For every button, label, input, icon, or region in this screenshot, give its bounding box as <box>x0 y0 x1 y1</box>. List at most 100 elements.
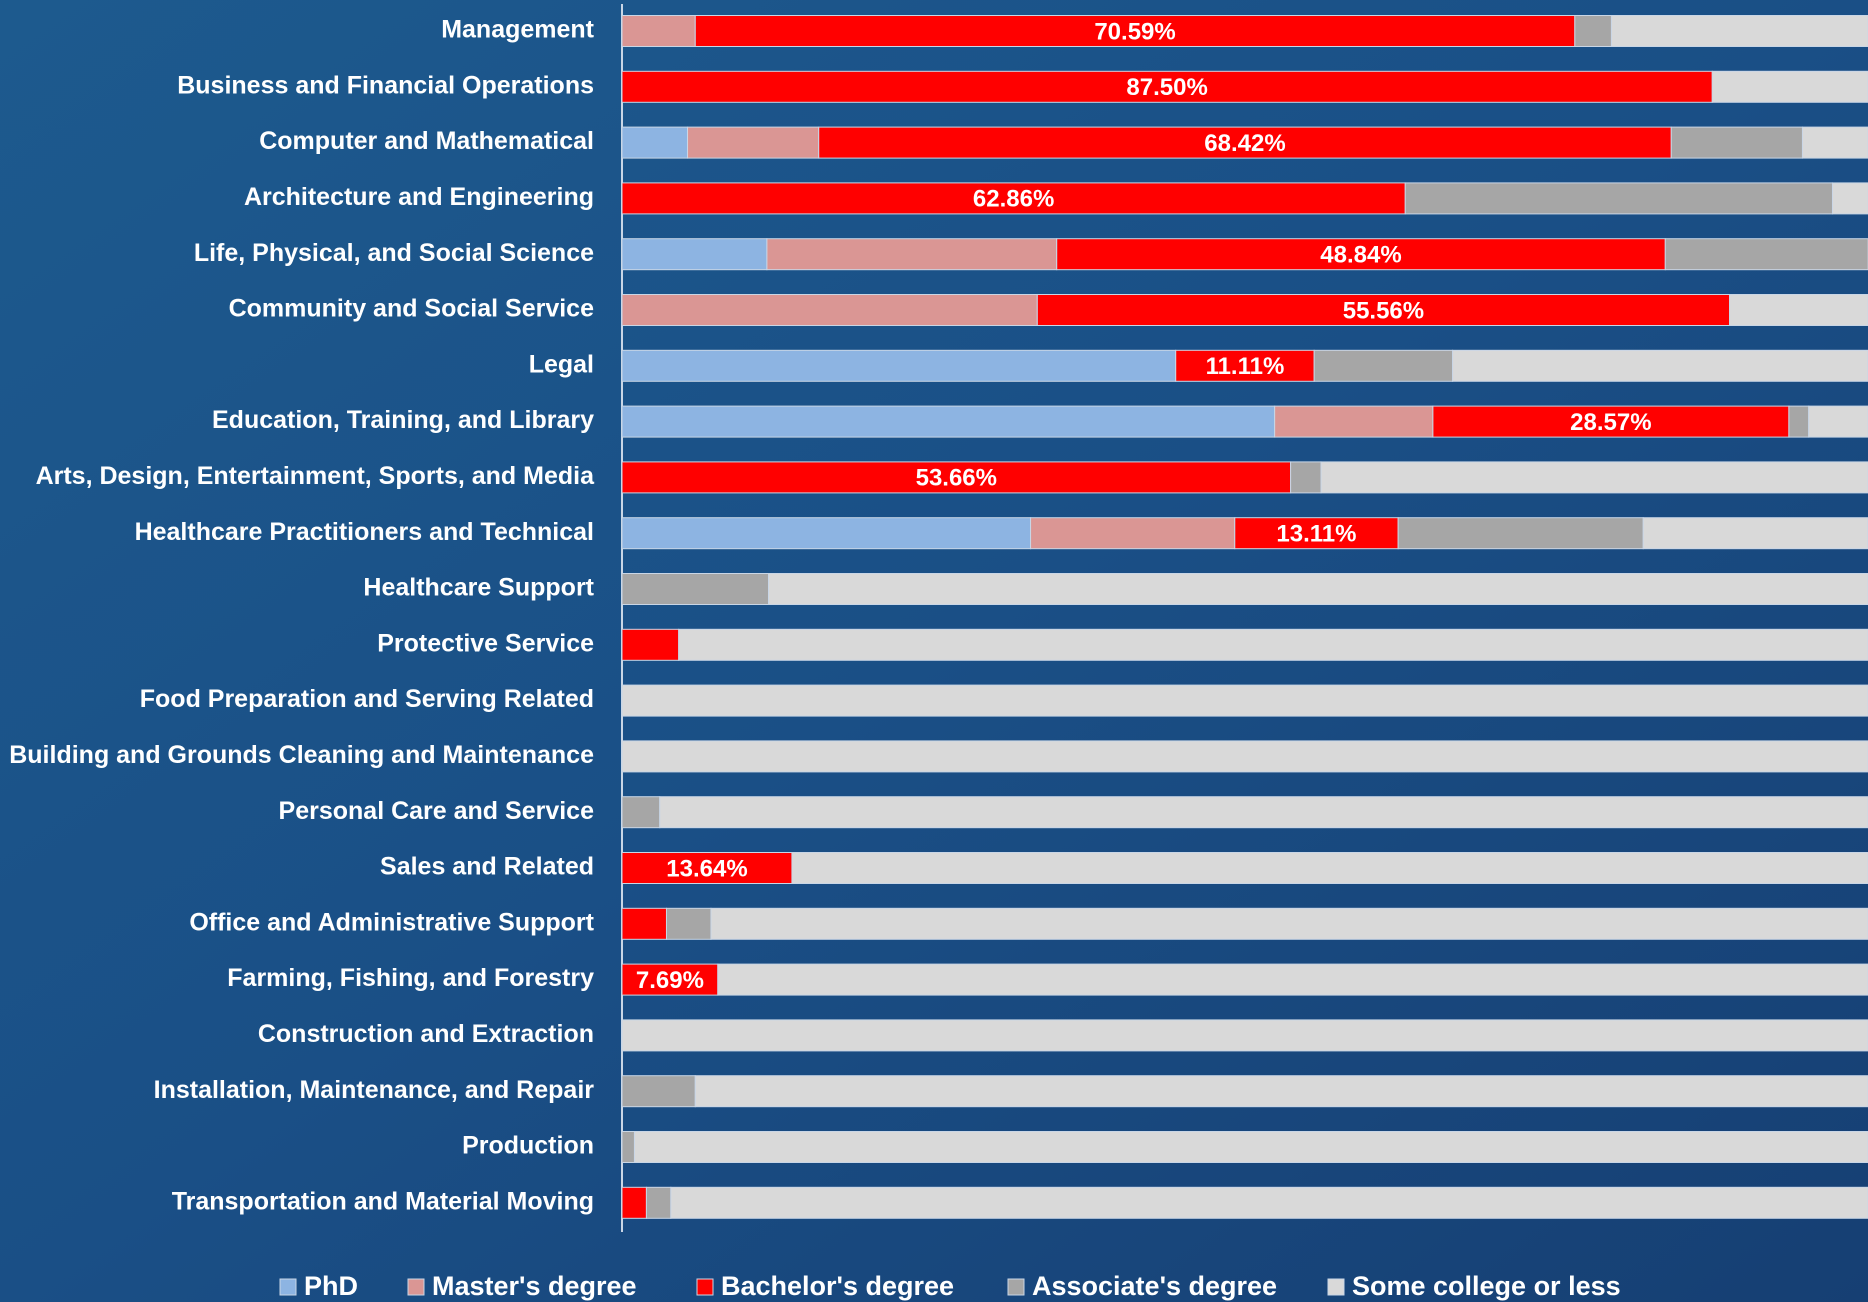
category-label: Office and Administrative Support <box>189 908 594 936</box>
bar-segment <box>1320 461 1868 494</box>
bar-segment <box>1274 405 1434 438</box>
bar-segment <box>621 70 1713 103</box>
bar-segment <box>621 740 1868 773</box>
bar-segment <box>659 796 1868 829</box>
bar-segment <box>1808 405 1868 438</box>
bar-segment <box>1290 461 1322 494</box>
legend-label: Some college or less <box>1352 1271 1621 1301</box>
legend-swatch <box>696 1278 714 1296</box>
category-label: Management <box>441 16 594 44</box>
category-label: Personal Care and Service <box>279 797 595 825</box>
bar-segment <box>621 1131 635 1163</box>
data-label: 7.69% <box>636 967 704 994</box>
bar-segment <box>621 573 770 605</box>
legend-label: Master's degree <box>432 1271 637 1301</box>
data-label: 70.59% <box>1094 18 1175 45</box>
legend-swatch <box>1007 1278 1025 1296</box>
bar-segment <box>1801 126 1868 159</box>
data-label: 53.66% <box>916 465 997 492</box>
category-label: Transportation and Material Moving <box>172 1187 594 1215</box>
bar-segment <box>1711 70 1868 103</box>
bar-segment <box>621 294 1038 326</box>
category-label: Sales and Related <box>380 853 594 881</box>
bar-segment <box>621 182 1406 215</box>
bar-segment <box>621 15 696 47</box>
legend-swatch <box>407 1278 425 1296</box>
bar-segment <box>621 238 768 271</box>
bar-segment <box>791 852 1868 884</box>
data-label: 28.57% <box>1570 409 1651 436</box>
category-label: Construction and Extraction <box>258 1020 594 1048</box>
bar-segment <box>621 405 1276 438</box>
bar-segment <box>621 1075 696 1108</box>
bar-segment <box>621 461 1292 494</box>
data-label: 87.50% <box>1126 74 1207 101</box>
bar-segment <box>621 907 667 940</box>
bar-segment <box>1729 294 1868 326</box>
bar-segment <box>694 15 1576 47</box>
data-label: 48.84% <box>1320 242 1401 269</box>
bar-segment <box>1642 517 1868 550</box>
bar-segment <box>621 684 1868 717</box>
bar-segment <box>1670 126 1803 159</box>
category-label: Production <box>462 1132 594 1160</box>
category-label: Community and Social Service <box>229 295 594 323</box>
category-label: Business and Financial Operations <box>177 71 594 99</box>
bar-segment <box>1036 294 1731 326</box>
bar-segment <box>1404 182 1833 215</box>
bar-segment <box>621 852 793 884</box>
data-label: 13.11% <box>1276 521 1356 548</box>
bar-segment <box>633 1131 1868 1163</box>
data-label: 62.86% <box>973 186 1054 213</box>
legend-label: Associate's degree <box>1032 1271 1277 1301</box>
bar-segment <box>665 907 712 940</box>
bar-segment <box>687 126 820 159</box>
bar-segment <box>717 963 1868 996</box>
category-label: Architecture and Engineering <box>244 183 594 211</box>
bar-segment <box>1397 517 1644 550</box>
bar-segment <box>710 907 1868 940</box>
bar-segment <box>621 517 1032 550</box>
data-label: 68.42% <box>1204 130 1285 157</box>
bar-segment <box>1574 15 1612 47</box>
bar-segment <box>1664 238 1868 271</box>
bar-segment <box>818 126 1672 159</box>
legend-swatch <box>279 1278 297 1296</box>
bar-segment <box>621 963 719 996</box>
category-label: Healthcare Support <box>363 574 594 602</box>
bar-segment <box>621 1019 1868 1052</box>
bar-segment <box>645 1186 672 1219</box>
category-label: Legal <box>529 350 594 378</box>
category-label: Installation, Maintenance, and Repair <box>154 1076 595 1104</box>
legend-label: Bachelor's degree <box>721 1271 954 1301</box>
category-label: Food Preparation and Serving Related <box>140 685 594 713</box>
category-label: Computer and Mathematical <box>259 127 594 155</box>
bar-segment <box>621 1186 647 1219</box>
bar-segment <box>621 628 680 661</box>
bar-segment <box>678 628 1868 661</box>
bar-segment <box>621 126 689 159</box>
bar-segment <box>621 349 1177 382</box>
data-label: 11.11% <box>1206 353 1285 380</box>
bar-segment <box>766 238 1058 271</box>
category-label: Farming, Fishing, and Forestry <box>227 964 594 992</box>
bar-segment <box>768 573 1868 605</box>
bar-segment <box>670 1186 1868 1219</box>
bar-segment <box>1831 182 1868 215</box>
bar-segment <box>1788 405 1810 438</box>
data-label: 13.64% <box>666 855 747 882</box>
bar-segment <box>1234 517 1399 550</box>
bar-segment <box>1056 238 1666 271</box>
bar-segment <box>1313 349 1454 382</box>
data-label: 55.56% <box>1343 297 1424 324</box>
legend-label: PhD <box>304 1271 358 1301</box>
category-label: Arts, Design, Entertainment, Sports, and… <box>36 462 596 490</box>
legend-swatch <box>1327 1278 1345 1296</box>
category-label: Education, Training, and Library <box>212 406 594 434</box>
category-label: Life, Physical, and Social Science <box>194 239 594 267</box>
category-label: Protective Service <box>377 629 594 657</box>
bar-segment <box>694 1075 1868 1108</box>
bar-segment <box>1030 517 1236 550</box>
bar-segment <box>621 796 661 829</box>
